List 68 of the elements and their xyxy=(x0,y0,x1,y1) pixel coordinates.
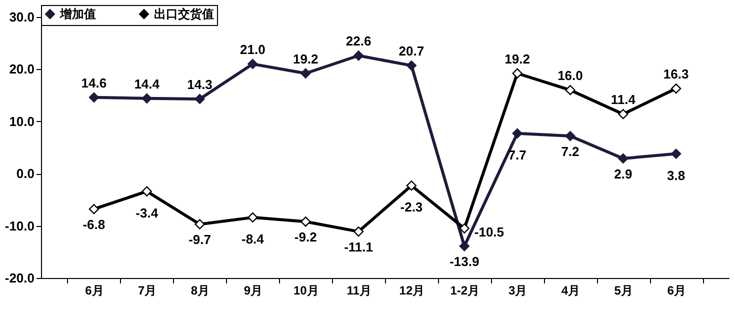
point xyxy=(142,93,152,104)
x-tick-label: 3月 xyxy=(508,284,528,298)
data-label: -9.2 xyxy=(294,230,317,245)
data-label: -13.9 xyxy=(450,254,480,270)
data-label: 2.9 xyxy=(614,166,632,182)
data-label: 19.2 xyxy=(504,51,530,66)
data-label: -6.8 xyxy=(82,217,106,232)
x-tick-label: 10月 xyxy=(293,284,319,298)
data-label: -8.4 xyxy=(241,231,265,246)
data-label: 19.2 xyxy=(292,51,318,66)
point xyxy=(565,130,576,142)
point xyxy=(512,68,522,78)
y-tick-label: 30.0 xyxy=(9,10,34,24)
data-label: 3.8 xyxy=(667,168,686,183)
x-tick-label: 1-2月 xyxy=(450,284,480,298)
point xyxy=(459,241,470,252)
point xyxy=(512,128,522,138)
point xyxy=(300,216,311,227)
point xyxy=(406,180,417,191)
point xyxy=(248,58,258,70)
x-tick-label: 6月 xyxy=(85,284,104,298)
data-label: 11.4 xyxy=(610,92,636,108)
data-label: -11.1 xyxy=(344,240,373,255)
point xyxy=(406,60,417,71)
y-tick-label: 10.0 xyxy=(9,114,34,129)
point xyxy=(142,186,152,196)
legend-label: 出口交货值 xyxy=(154,7,214,22)
y-tick-label: 0.0 xyxy=(16,166,34,182)
point xyxy=(248,212,258,223)
point xyxy=(353,50,364,61)
point xyxy=(194,219,205,230)
point xyxy=(671,83,682,94)
data-label: -10.5 xyxy=(474,224,504,240)
legend-label: 增加值 xyxy=(59,7,96,22)
x-tick-label: 6月 xyxy=(667,284,686,298)
x-tick-label: 11月 xyxy=(346,284,372,298)
point xyxy=(459,223,470,234)
y-tick-label: 20.0 xyxy=(9,62,34,77)
x-tick-label: 9月 xyxy=(244,284,263,298)
data-label: 14.6 xyxy=(81,75,107,90)
data-label: 21.0 xyxy=(240,42,266,57)
data-label: -9.7 xyxy=(188,232,211,248)
x-tick-label: 5月 xyxy=(614,284,633,298)
data-label: 16.3 xyxy=(663,66,689,82)
data-label: 14.4 xyxy=(134,76,160,92)
point xyxy=(300,68,311,78)
point xyxy=(618,109,628,120)
point xyxy=(88,92,99,102)
x-tick-label: 4月 xyxy=(561,284,580,298)
x-tick-label: 8月 xyxy=(190,284,210,298)
point xyxy=(194,94,205,104)
data-label: 7.2 xyxy=(561,144,580,160)
x-tick-label: 7月 xyxy=(138,284,157,298)
point xyxy=(565,85,576,96)
point xyxy=(671,148,682,159)
point xyxy=(353,226,364,237)
data-label: 16.0 xyxy=(558,68,583,84)
data-label: 7.7 xyxy=(508,147,526,162)
data-label: 20.7 xyxy=(398,44,424,59)
data-label: -2.3 xyxy=(400,200,423,215)
x-tick-label: 12月 xyxy=(399,284,425,298)
data-label: 14.3 xyxy=(187,76,212,92)
point xyxy=(618,153,628,164)
point xyxy=(88,204,99,214)
data-label: 22.6 xyxy=(346,34,372,49)
y-tick-label: -20.0 xyxy=(4,270,34,286)
data-label: -3.4 xyxy=(136,205,159,220)
y-tick-label: -10.0 xyxy=(4,218,34,234)
